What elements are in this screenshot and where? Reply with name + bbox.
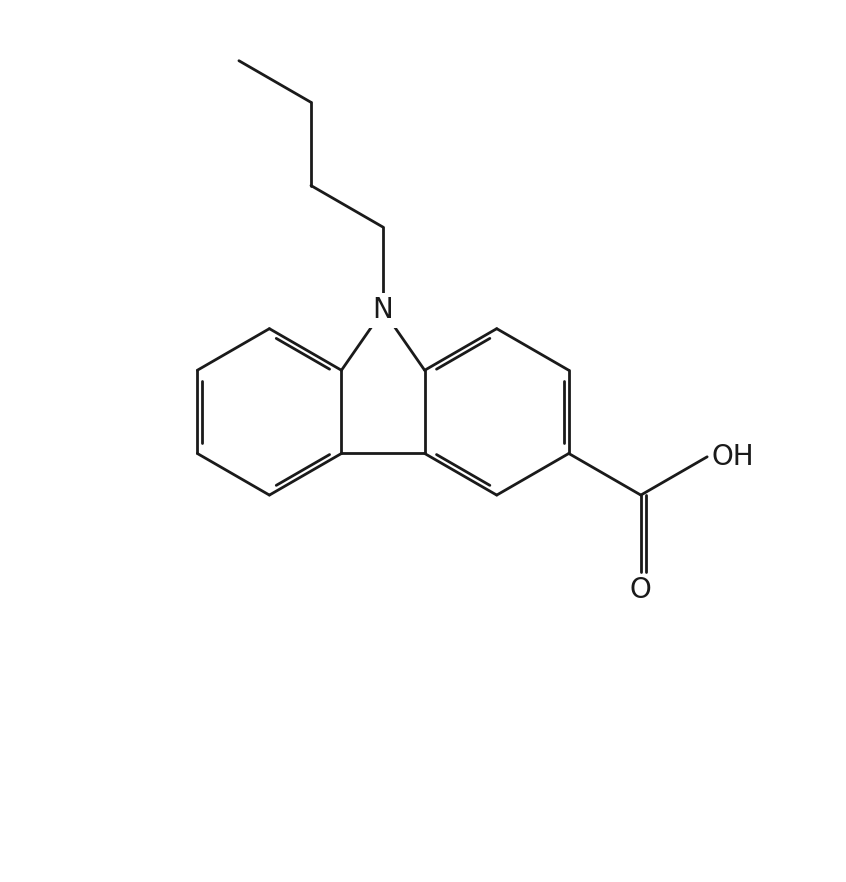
Text: N: N: [373, 296, 393, 325]
Text: OH: OH: [711, 443, 754, 471]
Text: O: O: [630, 576, 651, 604]
